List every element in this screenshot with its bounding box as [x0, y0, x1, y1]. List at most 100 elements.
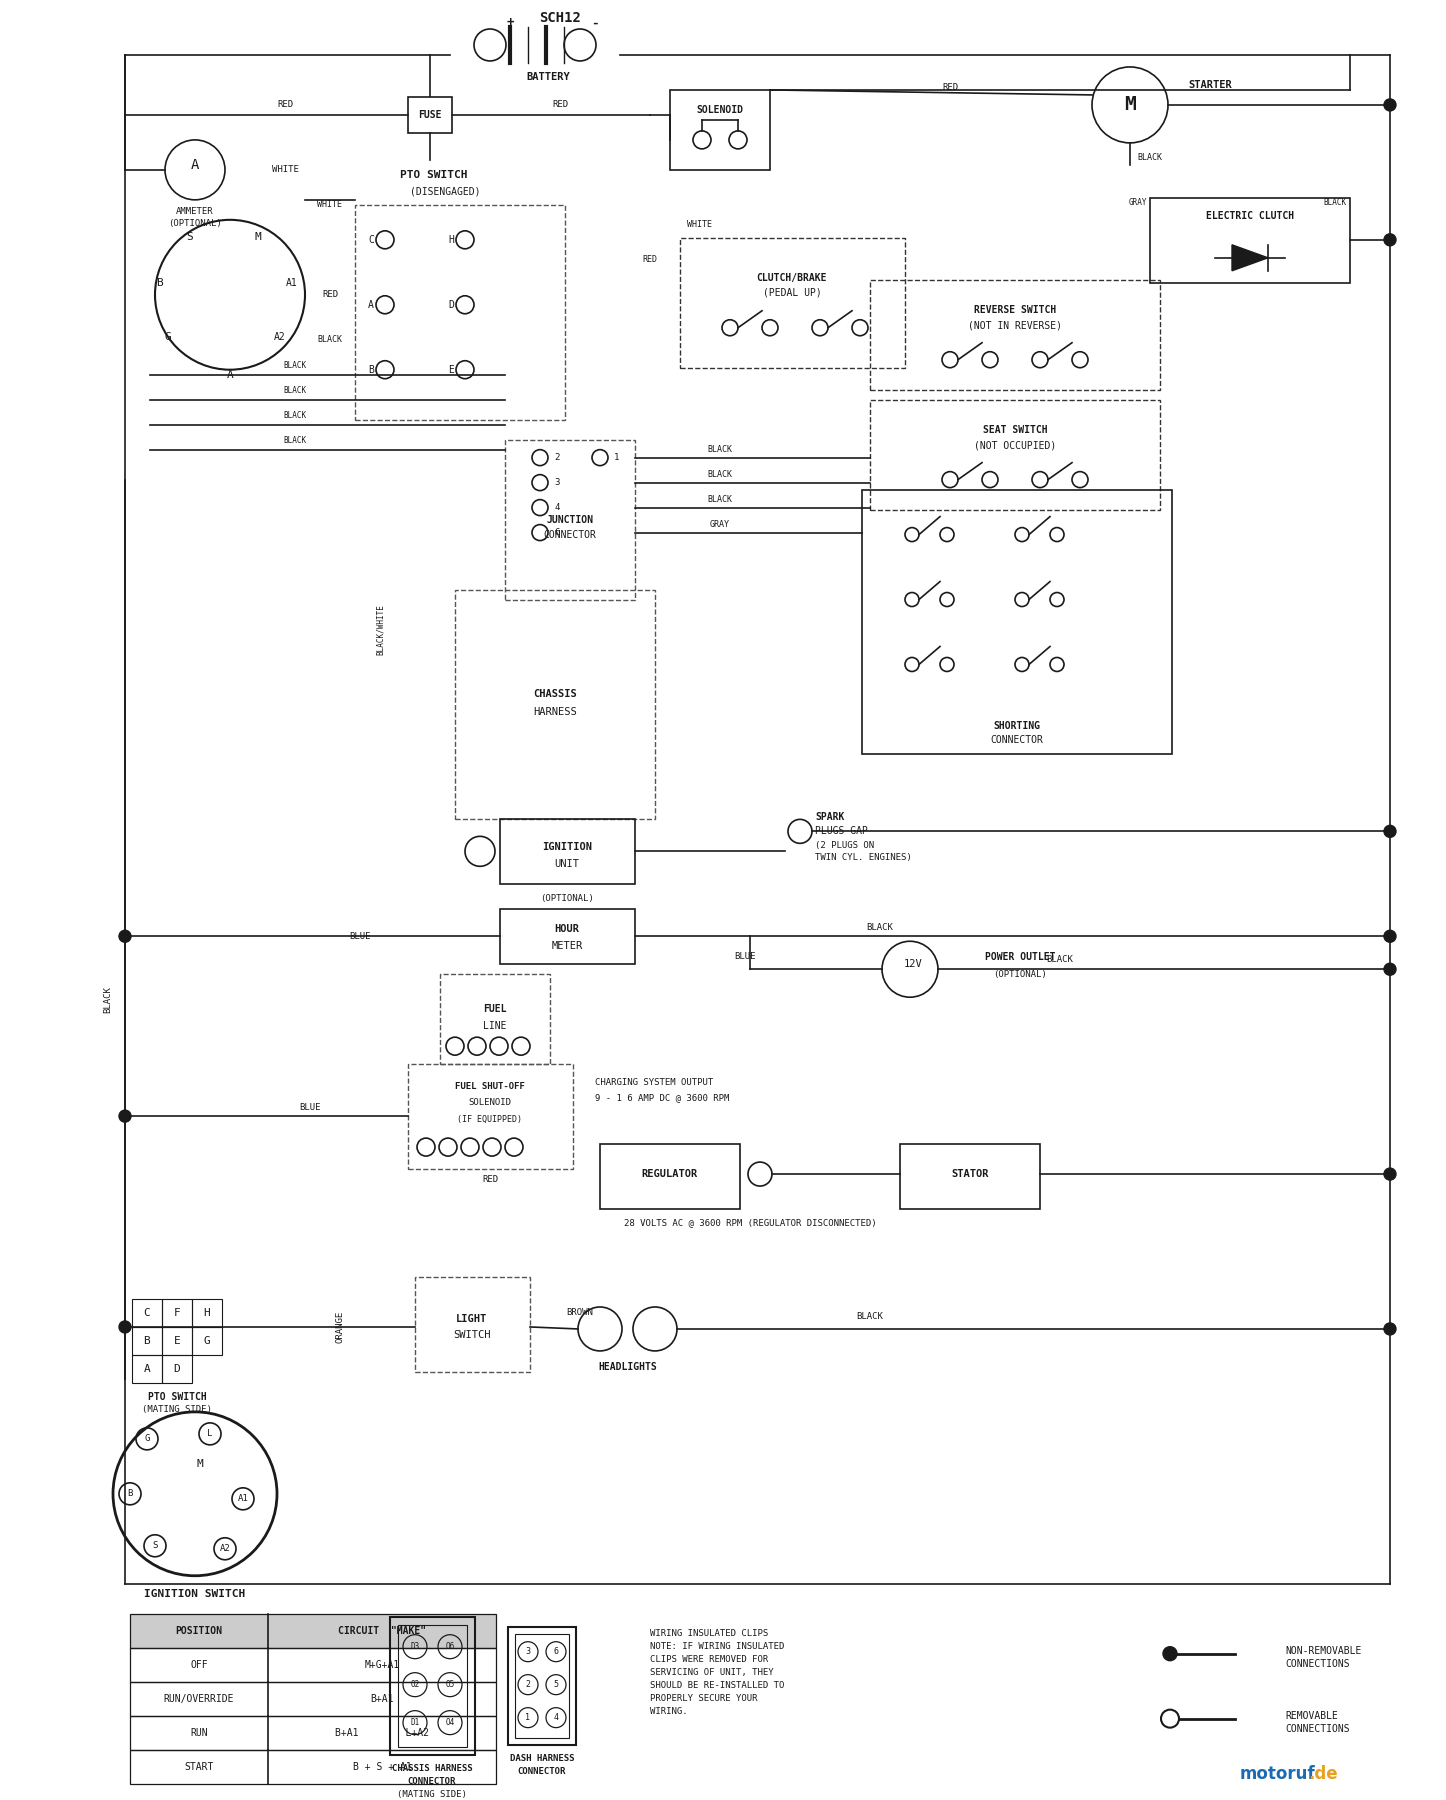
Text: SERVICING OF UNIT, THEY: SERVICING OF UNIT, THEY [651, 1669, 774, 1678]
Text: 12V: 12V [904, 959, 923, 968]
Text: CHASSIS: CHASSIS [534, 689, 577, 700]
Text: PTO SWITCH: PTO SWITCH [401, 169, 467, 180]
Text: IGNITION SWITCH: IGNITION SWITCH [145, 1589, 246, 1598]
Text: 6: 6 [554, 1647, 558, 1656]
Text: M: M [254, 232, 262, 241]
Text: BLACK: BLACK [283, 436, 307, 445]
Text: (MATING SIDE): (MATING SIDE) [142, 1406, 213, 1415]
Text: M+G+A1: M+G+A1 [364, 1660, 399, 1670]
Text: CONNECTOR: CONNECTOR [518, 1768, 567, 1777]
Text: (DISENGAGED): (DISENGAGED) [411, 187, 480, 196]
Text: CONNECTIONS: CONNECTIONS [1285, 1724, 1349, 1733]
Text: FUSE: FUSE [418, 110, 441, 121]
Text: JUNCTION: JUNCTION [547, 515, 593, 524]
Text: NON-REMOVABLE: NON-REMOVABLE [1285, 1645, 1361, 1656]
Bar [870, 400, 1160, 509]
Text: 4: 4 [554, 1714, 558, 1723]
Text: UNIT: UNIT [554, 859, 580, 869]
Text: S: S [187, 232, 194, 241]
Text: REVERSE SWITCH: REVERSE SWITCH [973, 304, 1056, 315]
Text: HARNESS: HARNESS [534, 707, 577, 718]
Text: G: G [165, 331, 172, 342]
Text: B: B [127, 1489, 133, 1498]
Bar [600, 1145, 740, 1210]
Text: O2: O2 [411, 1679, 419, 1688]
Bar [132, 1355, 162, 1382]
Text: B: B [369, 365, 375, 374]
Text: A2: A2 [275, 331, 286, 342]
Text: SEAT SWITCH: SEAT SWITCH [983, 425, 1047, 434]
Circle shape [119, 1321, 132, 1334]
Text: RED: RED [552, 101, 568, 110]
Text: 4: 4 [554, 502, 560, 511]
Text: BLACK: BLACK [283, 410, 307, 419]
Text: 5: 5 [554, 1679, 558, 1688]
Text: WIRING.: WIRING. [651, 1706, 688, 1715]
Text: B+A1: B+A1 [370, 1694, 393, 1703]
Text: BROWN: BROWN [567, 1309, 593, 1318]
Text: WHITE: WHITE [687, 220, 713, 229]
Circle shape [1384, 234, 1395, 247]
Circle shape [1384, 1168, 1395, 1181]
Bar [455, 590, 655, 819]
Circle shape [119, 1111, 132, 1121]
Text: E: E [174, 1336, 181, 1346]
Text: D1: D1 [411, 1719, 419, 1728]
Text: RED: RED [941, 83, 959, 92]
Text: 9 - 1 6 AMP DC @ 3600 RPM: 9 - 1 6 AMP DC @ 3600 RPM [594, 1093, 729, 1102]
Text: motoruf: motoruf [1241, 1764, 1316, 1782]
Text: BLUE: BLUE [735, 952, 756, 961]
Text: IGNITION: IGNITION [542, 842, 591, 853]
Text: LIGHT: LIGHT [457, 1314, 487, 1325]
Text: CONNECTOR: CONNECTOR [544, 529, 596, 540]
Text: CONNECTOR: CONNECTOR [408, 1777, 455, 1786]
Text: HEADLIGHTS: HEADLIGHTS [599, 1363, 658, 1372]
Bar [130, 1750, 496, 1784]
Text: SHOULD BE RE-INSTALLED TO: SHOULD BE RE-INSTALLED TO [651, 1681, 784, 1690]
Text: RED: RED [642, 256, 658, 265]
Text: (IF EQUIPPED): (IF EQUIPPED) [457, 1114, 522, 1123]
Bar [132, 1327, 162, 1355]
Text: STARTER: STARTER [1189, 79, 1232, 90]
Text: .de: .de [1309, 1764, 1338, 1782]
Text: D3: D3 [411, 1642, 419, 1651]
Text: AMMETER: AMMETER [176, 207, 214, 216]
Text: 3: 3 [525, 1647, 531, 1656]
Bar [130, 1615, 496, 1647]
Text: REMOVABLE: REMOVABLE [1285, 1710, 1338, 1721]
Text: RED: RED [322, 290, 338, 299]
Text: D: D [174, 1364, 181, 1373]
Text: TWIN CYL. ENGINES): TWIN CYL. ENGINES) [816, 853, 912, 862]
Text: CLIPS WERE REMOVED FOR: CLIPS WERE REMOVED FOR [651, 1656, 768, 1665]
Text: S: S [152, 1541, 158, 1550]
Text: CHASSIS HARNESS: CHASSIS HARNESS [392, 1764, 473, 1773]
Text: FUEL SHUT-OFF: FUEL SHUT-OFF [455, 1082, 525, 1091]
Text: CIRCUIT  "MAKE": CIRCUIT "MAKE" [338, 1625, 427, 1636]
Text: CONNECTOR: CONNECTOR [991, 736, 1044, 745]
Text: G: G [204, 1336, 210, 1346]
Text: OFF: OFF [191, 1660, 208, 1670]
Text: RED: RED [278, 101, 294, 110]
Text: B+A1        L+A2: B+A1 L+A2 [335, 1728, 429, 1737]
Bar [356, 205, 565, 419]
Text: SCH12: SCH12 [539, 11, 581, 25]
Bar [398, 1625, 467, 1746]
Text: CLUTCH/BRAKE: CLUTCH/BRAKE [756, 274, 827, 283]
Text: B + S + A1: B + S + A1 [353, 1762, 411, 1771]
Circle shape [1384, 931, 1395, 941]
Text: H: H [204, 1309, 210, 1318]
Circle shape [1384, 826, 1395, 837]
Text: DASH HARNESS: DASH HARNESS [510, 1755, 574, 1764]
Text: 28 VOLTS AC @ 3600 RPM (REGULATOR DISCONNECTED): 28 VOLTS AC @ 3600 RPM (REGULATOR DISCON… [623, 1219, 876, 1228]
Circle shape [1163, 1647, 1177, 1661]
Text: CONNECTIONS: CONNECTIONS [1285, 1658, 1349, 1669]
Text: (NOT IN REVERSE): (NOT IN REVERSE) [967, 320, 1061, 331]
Text: O4: O4 [445, 1719, 454, 1728]
Bar [515, 1634, 568, 1737]
Text: PTO SWITCH: PTO SWITCH [147, 1391, 207, 1402]
Text: BLACK/WHITE: BLACK/WHITE [376, 605, 385, 655]
Bar [130, 1681, 496, 1715]
Text: RUN: RUN [191, 1728, 208, 1737]
Text: BLACK: BLACK [283, 362, 307, 371]
Text: 6: 6 [554, 527, 560, 536]
